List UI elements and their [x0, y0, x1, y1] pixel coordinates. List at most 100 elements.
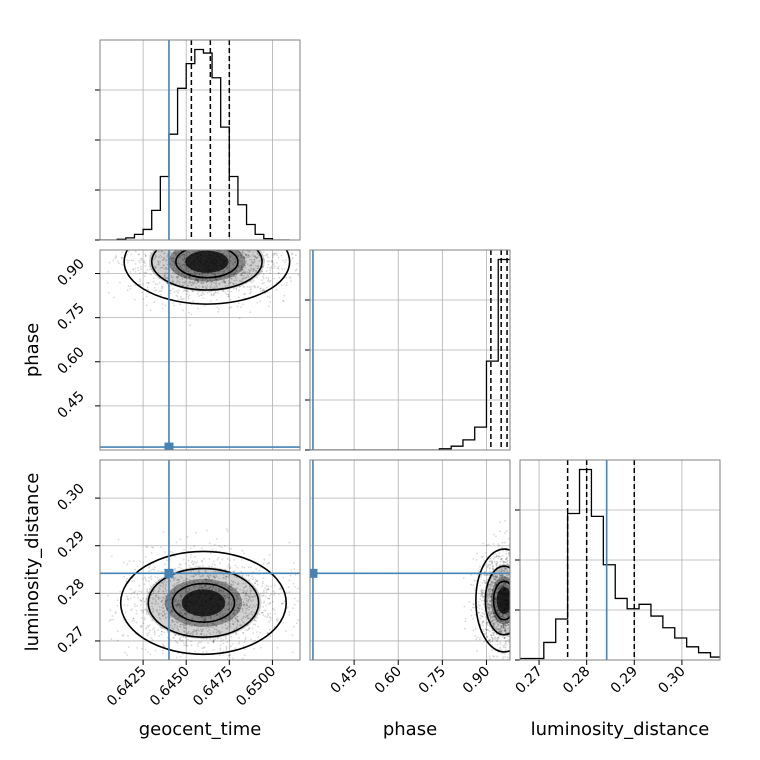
- sample-point: [164, 247, 166, 249]
- sample-point: [226, 267, 229, 270]
- sample-point: [200, 584, 203, 587]
- sample-point: [171, 620, 174, 622]
- sample-point: [220, 270, 222, 273]
- density-layer: [98, 460, 304, 665]
- sample-point: [494, 616, 496, 619]
- sample-point: [479, 584, 481, 587]
- sample-point: [221, 248, 223, 250]
- sample-point: [171, 621, 174, 624]
- sample-point: [176, 604, 178, 607]
- sample-point: [162, 582, 165, 585]
- sample-point: [184, 612, 187, 615]
- sample-point: [212, 575, 215, 577]
- sample-point: [187, 621, 190, 623]
- sample-point: [497, 587, 500, 590]
- sample-point: [179, 600, 182, 603]
- sample-point: [246, 271, 249, 274]
- sample-point: [162, 228, 164, 230]
- sample-point: [238, 285, 241, 288]
- sample-point: [248, 270, 251, 272]
- sample-point: [302, 601, 304, 603]
- sample-point: [222, 612, 224, 615]
- sample-point: [197, 629, 200, 632]
- sample-point: [261, 611, 264, 614]
- sample-point: [464, 620, 467, 623]
- sample-point: [254, 639, 256, 642]
- sample-point: [147, 625, 150, 628]
- sample-point: [228, 567, 231, 570]
- sample-point: [163, 256, 165, 259]
- sample-point: [207, 663, 209, 665]
- sample-point: [253, 267, 255, 270]
- sample-point: [236, 583, 239, 585]
- sample-point: [150, 594, 153, 596]
- sample-point: [177, 289, 180, 292]
- sample-point: [515, 624, 517, 626]
- sample-point: [181, 276, 184, 279]
- sample-point: [495, 621, 498, 624]
- sample-point: [228, 619, 231, 622]
- sample-point: [247, 600, 250, 603]
- sample-point: [152, 583, 155, 586]
- sample-point: [223, 576, 225, 579]
- sample-point: [229, 616, 232, 619]
- sample-point: [173, 589, 176, 592]
- sample-point: [133, 619, 136, 622]
- sample-point: [131, 608, 134, 610]
- sample-point: [494, 560, 496, 563]
- sample-point: [506, 635, 509, 638]
- sample-point: [223, 282, 226, 284]
- sample-point: [239, 624, 242, 627]
- sample-point: [243, 590, 246, 593]
- sample-point: [161, 607, 164, 610]
- sample-point: [151, 628, 154, 631]
- sample-point: [312, 241, 314, 243]
- sample-point: [155, 581, 158, 584]
- sample-point: [179, 612, 182, 615]
- sample-point: [528, 606, 530, 608]
- sample-point: [240, 306, 242, 308]
- sample-point: [183, 660, 185, 662]
- sample-point: [202, 232, 204, 234]
- sample-point: [192, 273, 195, 275]
- sample-point: [224, 584, 227, 586]
- sample-point: [148, 268, 151, 270]
- sample-point: [201, 580, 204, 583]
- sample-point: [181, 265, 183, 268]
- sample-point: [205, 281, 208, 283]
- sample-point: [131, 580, 134, 582]
- sample-point: [192, 630, 195, 633]
- sample-point: [248, 250, 251, 253]
- sample-point: [127, 598, 130, 601]
- sample-point: [98, 574, 100, 576]
- sample-point: [269, 240, 271, 242]
- sample-point: [176, 290, 178, 293]
- sample-point: [210, 293, 213, 295]
- sample-point: [250, 588, 252, 591]
- sample-point: [502, 585, 505, 587]
- sample-point: [174, 253, 177, 256]
- sample-point: [498, 585, 500, 588]
- sample-point: [257, 242, 259, 244]
- sample-point: [215, 628, 218, 631]
- sample-point: [326, 276, 328, 278]
- sample-point: [490, 607, 493, 609]
- sample-point: [215, 582, 218, 585]
- sample-point: [269, 280, 271, 283]
- sample-point: [237, 230, 239, 232]
- sample-point: [170, 257, 173, 260]
- sample-point: [227, 617, 230, 620]
- sample-point: [268, 621, 270, 623]
- sample-point: [171, 610, 173, 613]
- sample-point: [238, 641, 241, 643]
- sample-point: [202, 624, 205, 626]
- sample-point: [128, 560, 131, 563]
- sample-point: [512, 573, 514, 575]
- sample-point: [250, 600, 253, 603]
- sample-point: [164, 277, 167, 280]
- sample-point: [240, 273, 242, 275]
- sample-point: [206, 623, 209, 625]
- sample-point: [504, 583, 507, 585]
- sample-point: [243, 234, 245, 236]
